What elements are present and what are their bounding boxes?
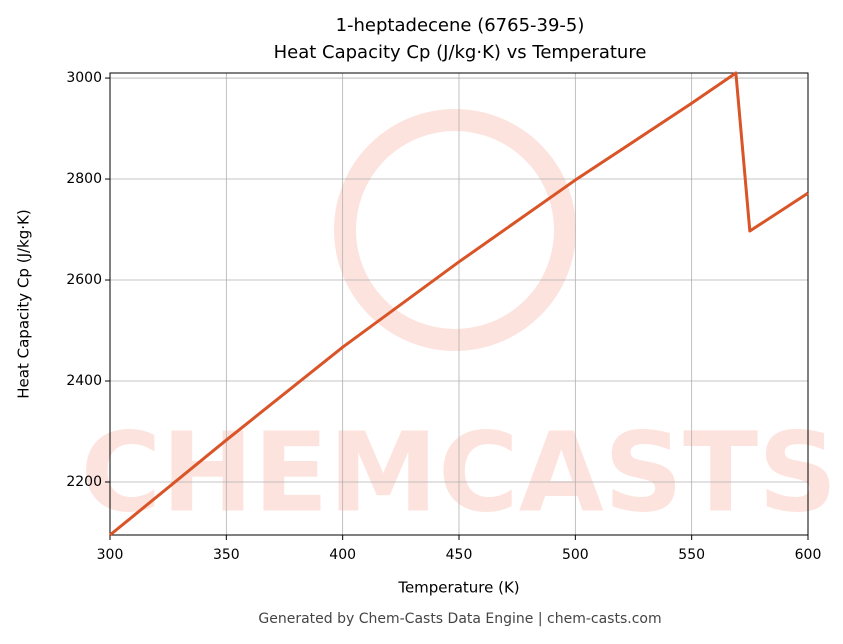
y-tick-label: 2200 <box>66 474 102 490</box>
data-line <box>109 71 809 537</box>
y-axis-label: Heat Capacity Cp (J/kg·K) <box>15 209 33 398</box>
x-axis-label: Temperature (K) <box>397 579 519 597</box>
footer: Generated by Chem-Casts Data Engine | ch… <box>258 611 661 627</box>
x-tick-label: 550 <box>678 547 705 563</box>
x-tick-label: 600 <box>795 547 822 563</box>
x-tick-label: 400 <box>329 547 356 563</box>
y-tick-label: 2600 <box>66 272 102 288</box>
x-tick-label: 450 <box>446 547 473 563</box>
y-tick-label: 2400 <box>66 373 102 389</box>
watermark-logo <box>334 109 576 351</box>
x-tick-label: 350 <box>213 547 240 563</box>
x-tick-label: 500 <box>562 547 589 563</box>
x-tick-label: 300 <box>97 547 124 563</box>
y-tick-label: 3000 <box>66 70 102 86</box>
plot-frame <box>109 72 809 536</box>
y-tick-label: 2800 <box>66 171 102 187</box>
chart-subtitle: Heat Capacity Cp (J/kg·K) vs Temperature <box>274 42 647 63</box>
chart-title: 1-heptadecene (6765-39-5) <box>336 15 585 36</box>
